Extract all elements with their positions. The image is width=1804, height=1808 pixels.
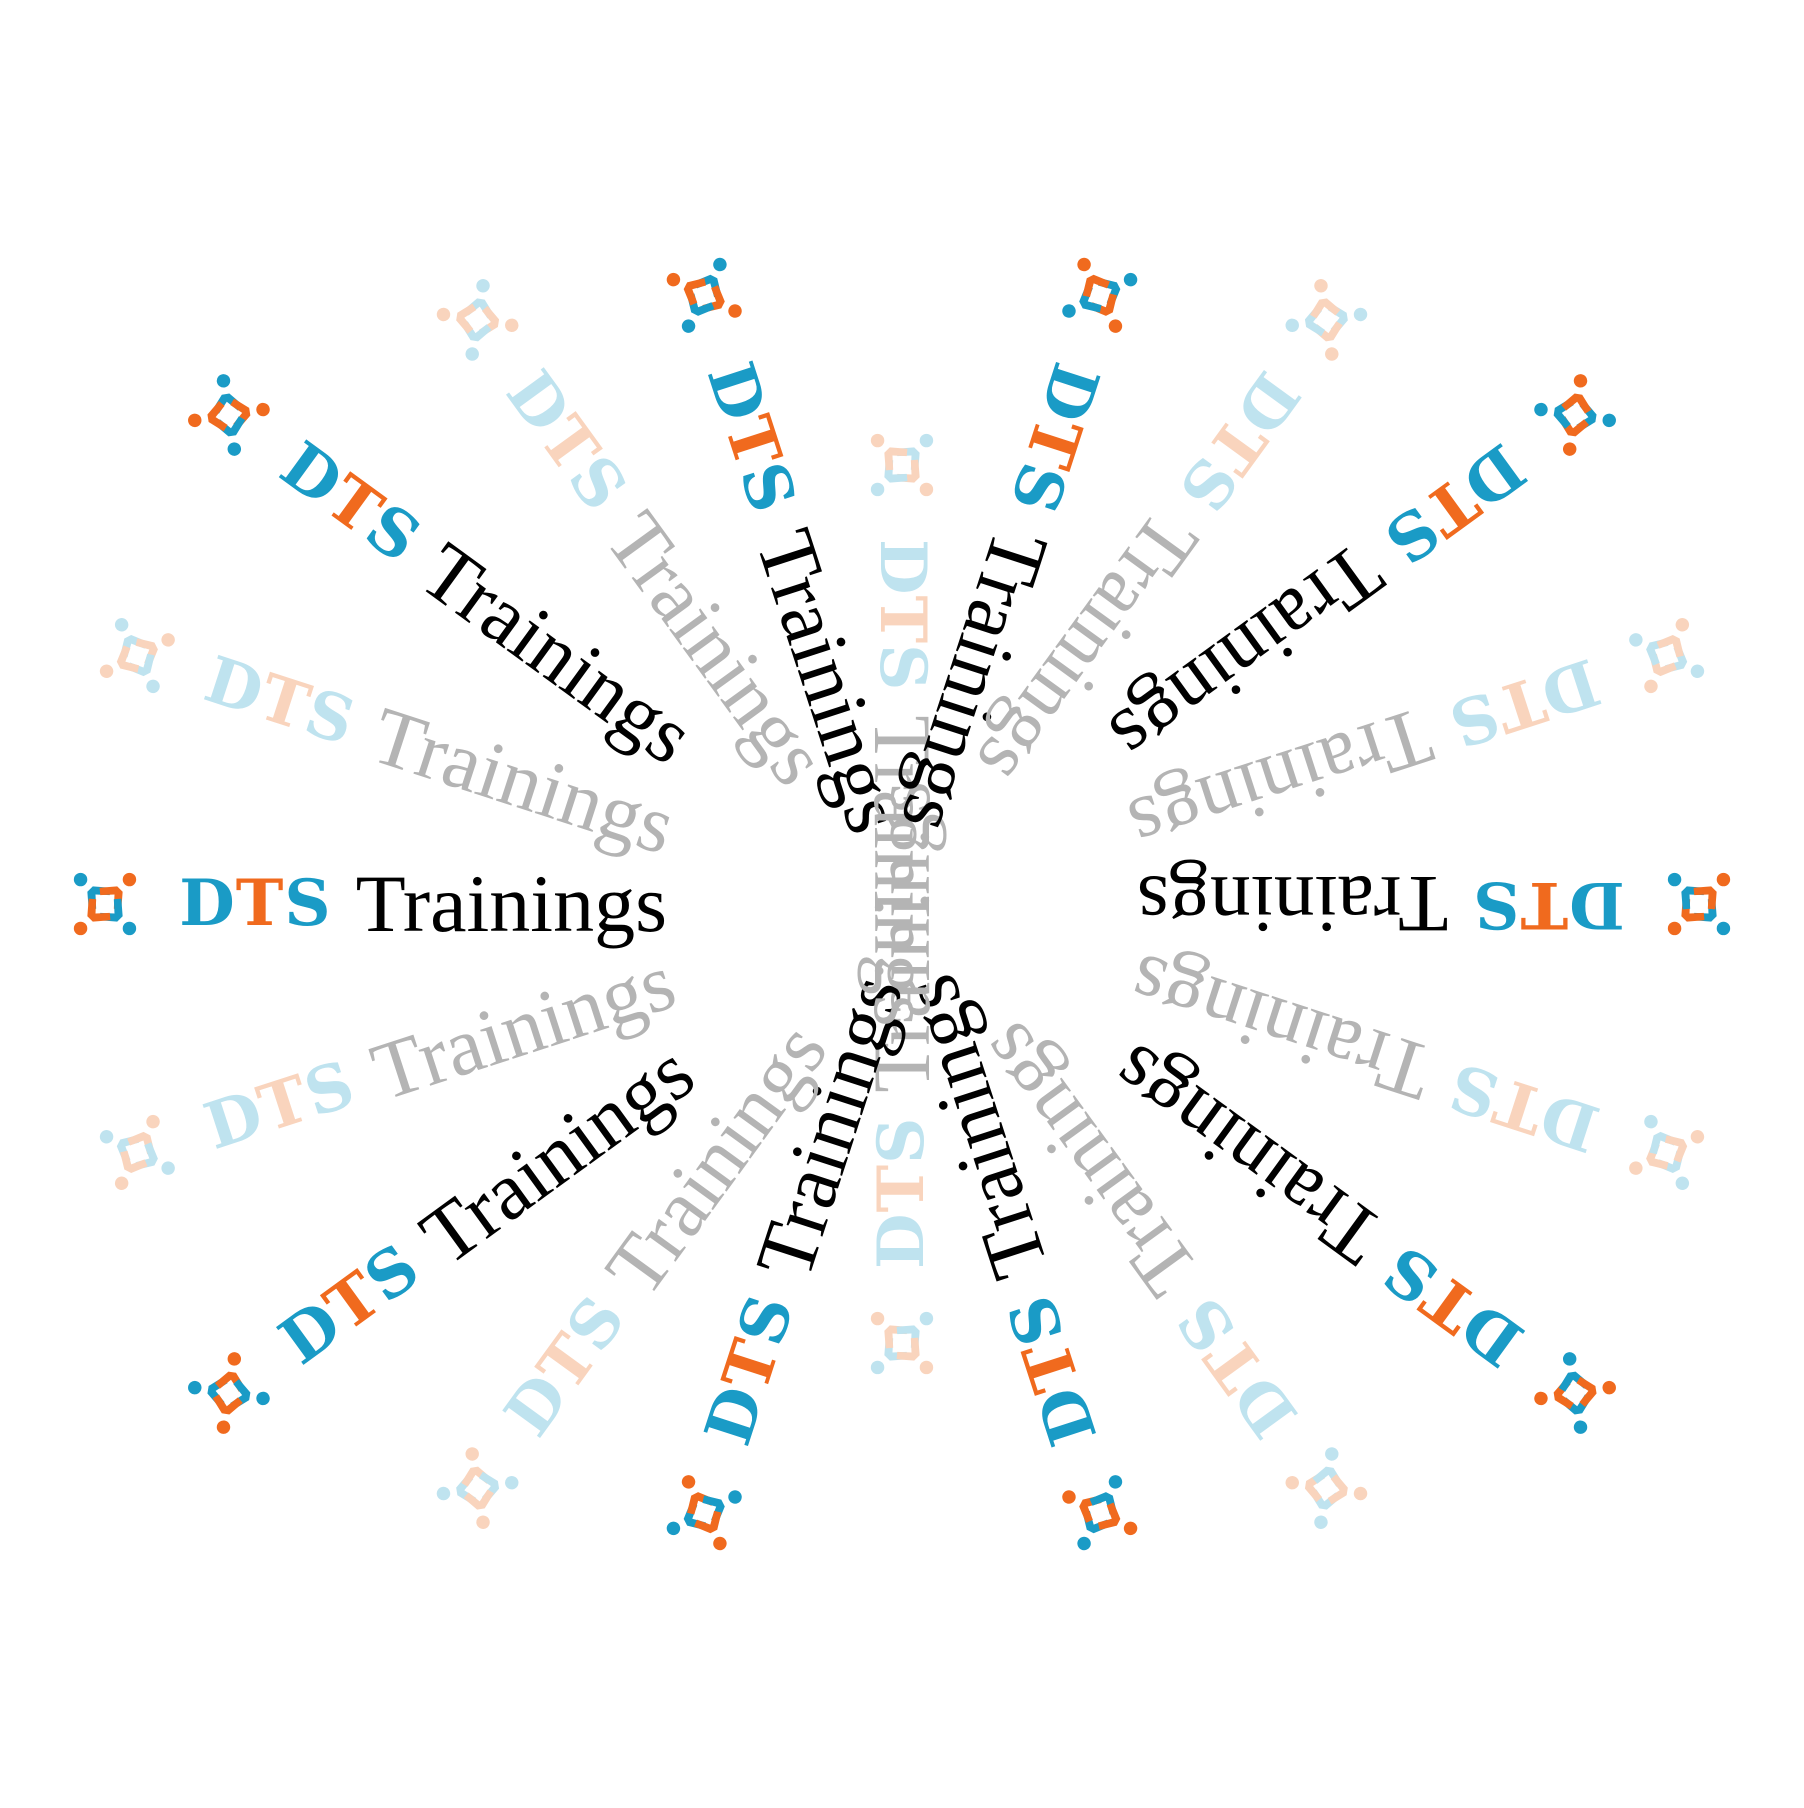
four-people-circle-icon (1629, 618, 1705, 694)
four-people-circle-icon (666, 257, 742, 333)
logo-lockup-faded: DTS Trainings (77, 595, 687, 875)
brand-wordmark: DTS (1370, 428, 1538, 579)
brand-tagline: Trainings (1137, 859, 1449, 950)
logo-lockup: DTS Trainings (881, 964, 1161, 1574)
logo-lockup-faded: DTS Trainings (77, 933, 687, 1213)
four-people-circle-icon (1062, 1475, 1138, 1551)
four-people-circle-icon (187, 374, 270, 456)
brand-wordmark: DTS (266, 1229, 434, 1380)
logo-lockup-faded: DTS Trainings (1118, 933, 1728, 1213)
four-people-circle-icon (1062, 257, 1138, 333)
four-people-circle-icon (1629, 1114, 1705, 1190)
logo-lockup: DTS Trainings (162, 348, 712, 784)
four-people-circle-icon (870, 433, 934, 497)
four-people-circle-icon (870, 1311, 934, 1375)
logo-lockup-faded: DTS Trainings (1118, 595, 1728, 875)
brand-wordmark: DTS (691, 353, 811, 522)
brand-wordmark: DTS (865, 539, 940, 692)
four-people-circle-icon (1285, 279, 1368, 361)
brand-wordmark: DTS (195, 1046, 364, 1165)
logo-lockup-faded: DTS Trainings (957, 253, 1393, 803)
brand-wordmark: DTS (179, 866, 332, 941)
brand-wordmark: DTS (1369, 1230, 1538, 1381)
logo-lockup: DTS Trainings (1137, 856, 1747, 952)
logo-lockup-faded: DTS Trainings (411, 1005, 847, 1555)
logo-lockup-faded: DTS Trainings (854, 417, 950, 1027)
four-people-circle-icon (1534, 374, 1617, 456)
brand-wordmark: DTS (490, 1282, 641, 1450)
logo-lockup: DTS Trainings (162, 1024, 712, 1460)
logo-lockup-faded: DTS Trainings (854, 781, 950, 1391)
logo-lockup-faded: DTS Trainings (957, 1005, 1393, 1555)
brand-wordmark: DTS (1163, 358, 1314, 526)
logo-lockup: DTS Trainings (1092, 348, 1642, 784)
four-people-circle-icon (1667, 872, 1730, 936)
brand-wordmark: DTS (993, 1286, 1113, 1455)
brand-wordmark: DTS (266, 427, 435, 578)
brand-wordmark: DTS (864, 1116, 939, 1269)
four-people-circle-icon (666, 1475, 742, 1551)
brand-wordmark: DTS (1472, 867, 1625, 942)
four-people-circle-icon (99, 1114, 175, 1190)
four-people-circle-icon (436, 1447, 519, 1529)
logo-lockup: DTS Trainings (1092, 1024, 1642, 1460)
brand-tagline: Trainings (355, 858, 667, 949)
logo-lockup: DTS Trainings (57, 856, 667, 952)
four-people-circle-icon (1534, 1352, 1617, 1434)
brand-wordmark: DTS (196, 642, 365, 761)
brand-wordmark: DTS (1439, 1047, 1608, 1166)
four-people-circle-icon (1285, 1447, 1368, 1529)
four-people-circle-icon (74, 872, 137, 936)
brand-wordmark: DTS (690, 1285, 810, 1454)
brand-wordmark: DTS (1162, 1283, 1313, 1451)
logo-lockup: DTS Trainings (644, 964, 924, 1574)
four-people-circle-icon (99, 618, 175, 694)
logo-lockup-faded: DTS Trainings (411, 253, 847, 803)
four-people-circle-icon (187, 1352, 270, 1434)
brand-wordmark: DTS (1440, 643, 1609, 762)
brand-wordmark: DTS (491, 357, 642, 525)
four-people-circle-icon (436, 279, 519, 361)
logo-lockup: DTS Trainings (881, 235, 1161, 845)
brand-wordmark: DTS (994, 354, 1114, 523)
logo-lockup: DTS Trainings (644, 235, 924, 845)
